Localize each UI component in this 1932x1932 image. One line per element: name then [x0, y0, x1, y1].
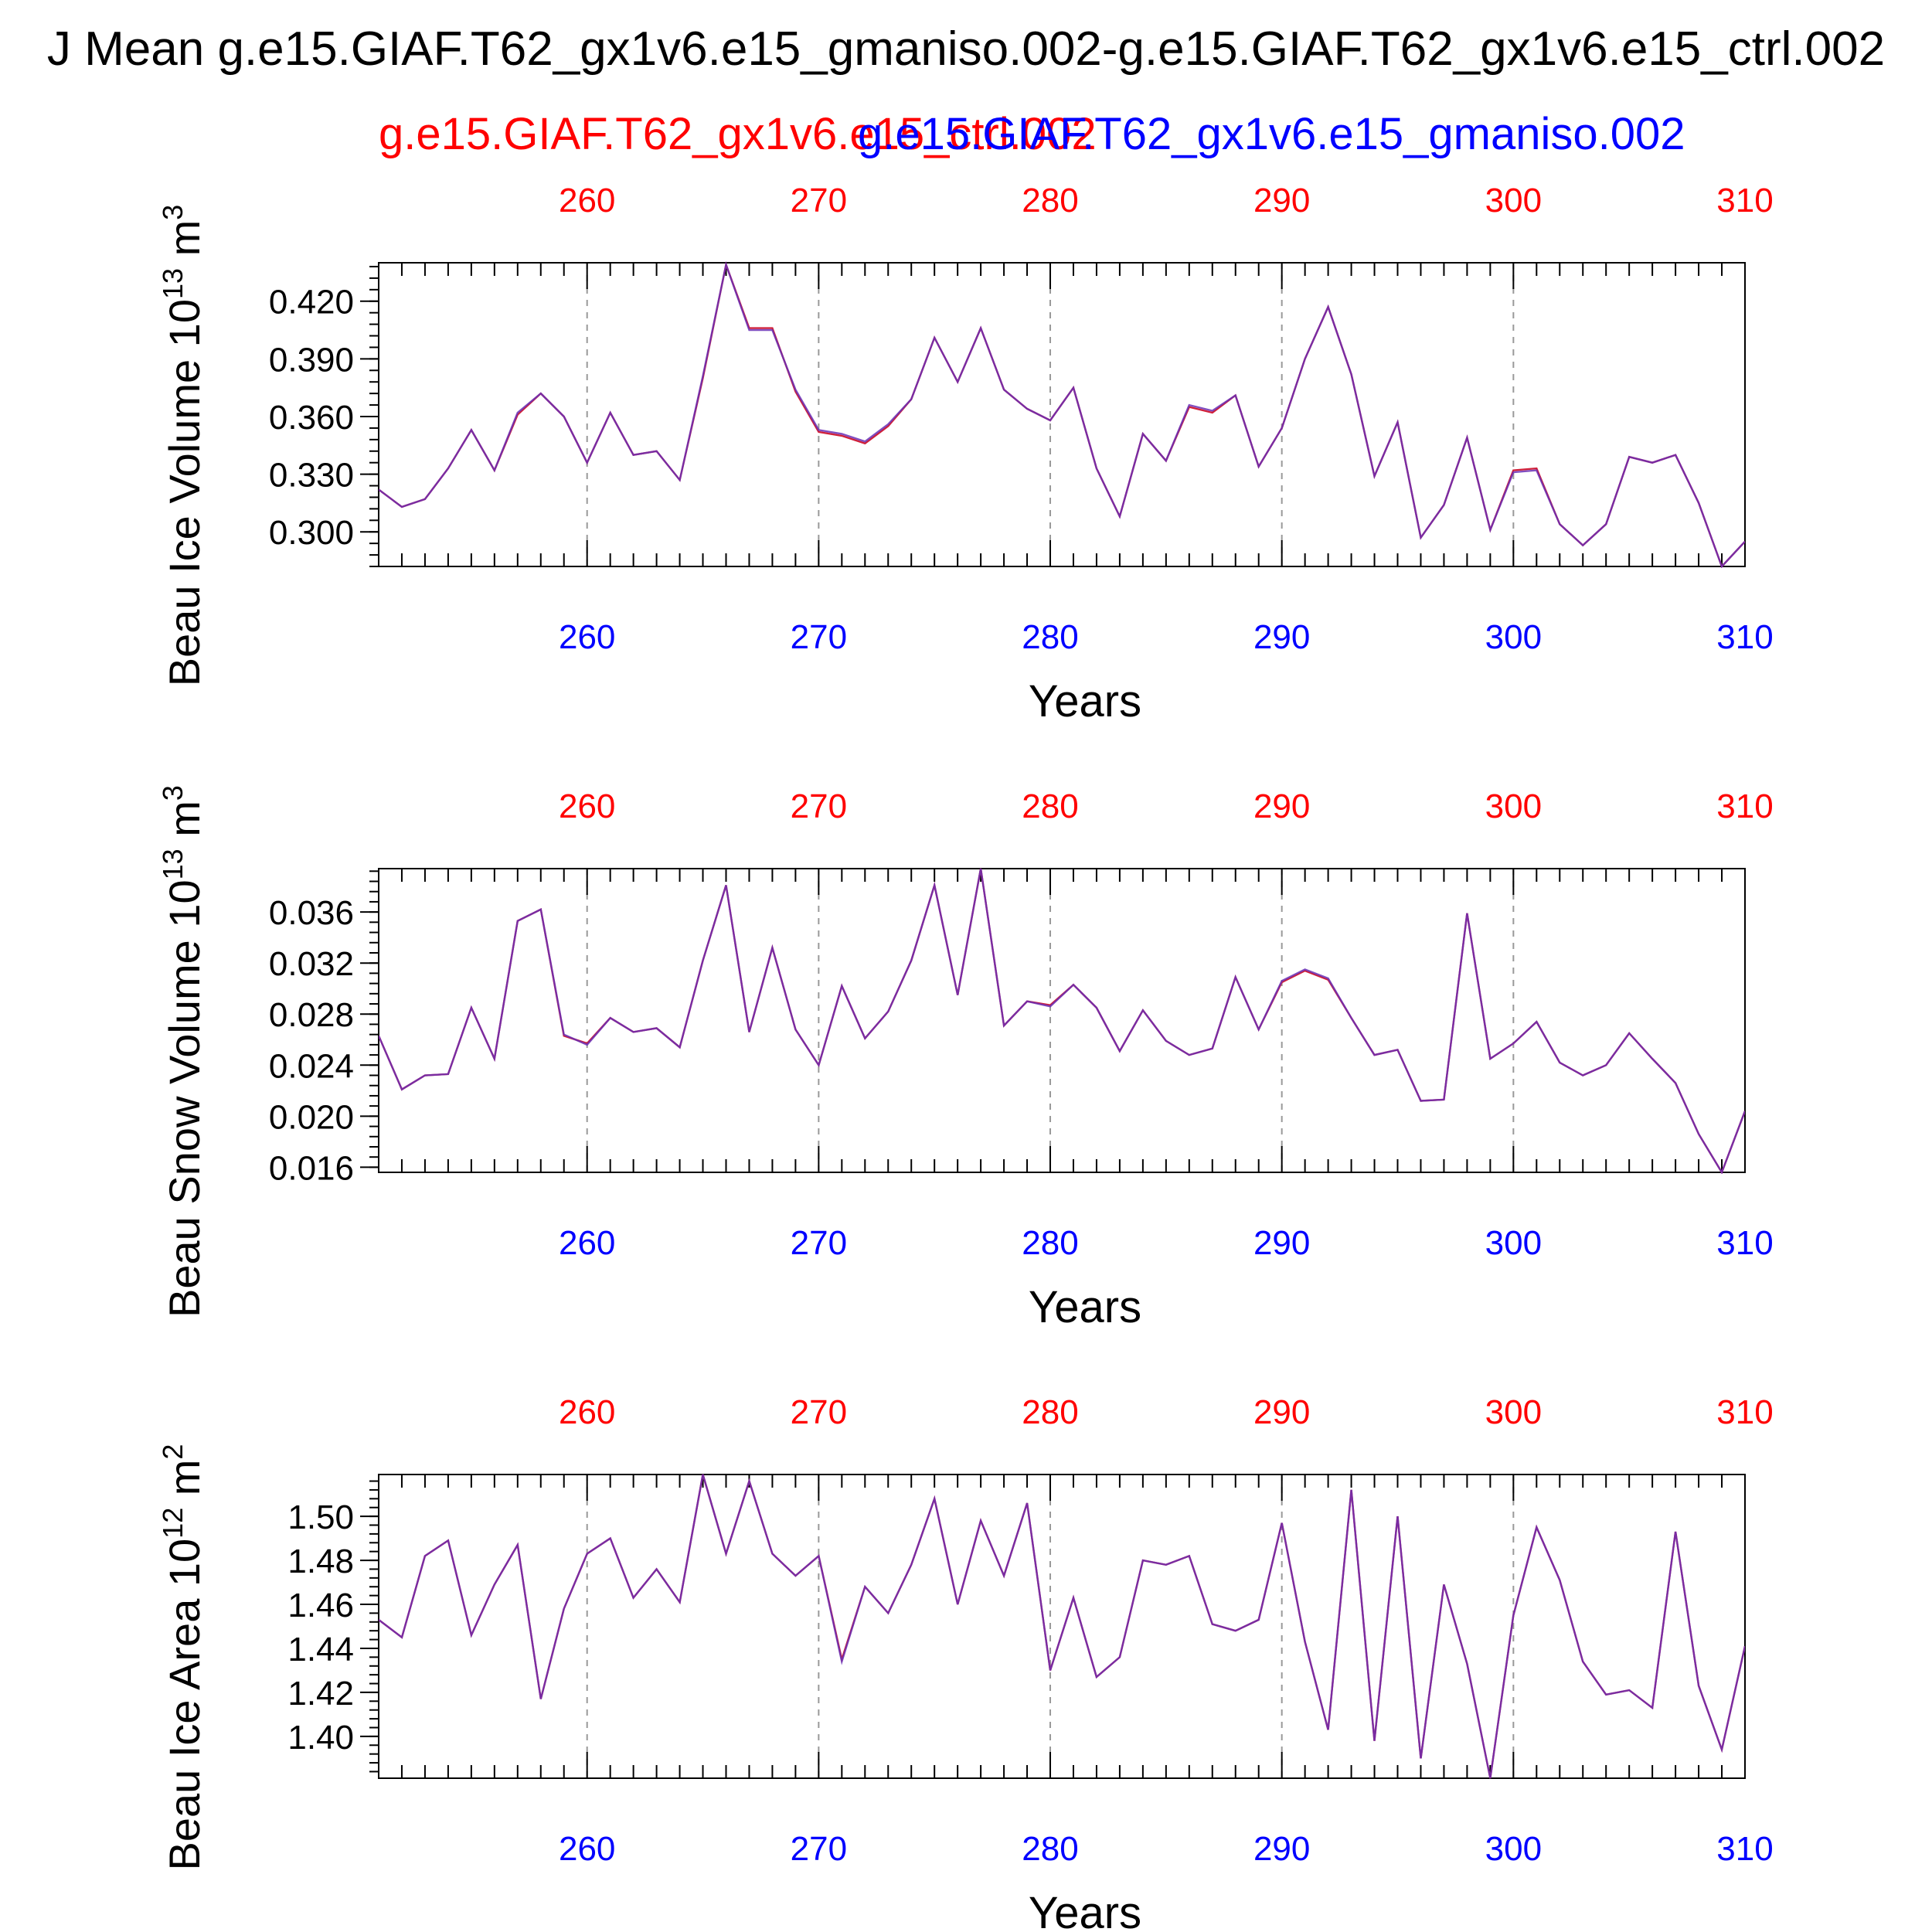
x-tick-label-bottom: 300: [1485, 1224, 1542, 1262]
series-line-ctrl: [379, 868, 1745, 1174]
x-tick-label-top: 280: [1022, 1393, 1078, 1431]
x-tick-label-top: 260: [559, 182, 615, 219]
y-tick-label: 0.028: [269, 996, 354, 1034]
panel-3: 1.40 1.42 1.44 1.46 1.48 1.50 260 260 270 270 280 2…: [157, 1393, 1774, 1932]
x-tick-label-bottom: 270: [791, 1830, 847, 1868]
y-axis-label: Beau Snow Volume 1013 m3: [157, 785, 209, 1318]
x-tick-label-bottom: 300: [1485, 1830, 1542, 1868]
y-tick-label: 1.42: [287, 1675, 354, 1713]
series-line-ctrl: [379, 1474, 1745, 1779]
legend-gmaniso: g.e15.GIAF.T62_gx1v6.e15_gmaniso.002: [858, 109, 1685, 159]
x-axis-label: Years: [1029, 676, 1141, 726]
y-tick-label: 0.390: [269, 341, 354, 379]
x-tick-label-top: 300: [1485, 787, 1542, 825]
x-axis-label: Years: [1029, 1888, 1141, 1932]
x-tick-label-bottom: 290: [1253, 1224, 1310, 1262]
x-tick-label-top: 310: [1716, 787, 1773, 825]
series-line-gmaniso: [379, 868, 1745, 1174]
x-tick-label-bottom: 270: [791, 1224, 847, 1262]
y-tick-label: 0.360: [269, 399, 354, 437]
x-tick-label-bottom: 290: [1253, 618, 1310, 656]
x-tick-label-top: 310: [1716, 182, 1773, 219]
plot-frame: [378, 1474, 1746, 1779]
y-tick-label: 1.40: [287, 1719, 354, 1757]
x-tick-label-bottom: 260: [559, 618, 615, 656]
x-tick-label-top: 300: [1485, 1393, 1542, 1431]
y-tick-label: 0.016: [269, 1149, 354, 1187]
x-axis-label: Years: [1029, 1282, 1141, 1332]
x-tick-label-top: 270: [791, 787, 847, 825]
x-tick-label-bottom: 270: [791, 618, 847, 656]
x-tick-label-bottom: 260: [559, 1224, 615, 1262]
y-tick-label: 1.44: [287, 1631, 354, 1668]
x-tick-label-top: 280: [1022, 787, 1078, 825]
x-tick-label-top: 280: [1022, 182, 1078, 219]
x-tick-label-bottom: 310: [1716, 1830, 1773, 1868]
panel-2: 0.016 0.020 0.024 0.028 0.032 0.036 260 260 270 2…: [157, 785, 1774, 1332]
x-tick-label-bottom: 310: [1716, 1224, 1773, 1262]
x-tick-label-bottom: 290: [1253, 1830, 1310, 1868]
x-tick-label-bottom: 300: [1485, 618, 1542, 656]
x-tick-label-bottom: 310: [1716, 618, 1773, 656]
series-line-gmaniso: [379, 1474, 1745, 1779]
plot-frame: [378, 868, 1746, 1173]
x-tick-label-top: 260: [559, 1393, 615, 1431]
y-tick-label: 0.330: [269, 457, 354, 495]
x-tick-label-top: 270: [791, 1393, 847, 1431]
panel-1: 0.300 0.330 0.360 0.390 0.420 260 260 270 270 280…: [157, 182, 1774, 726]
x-tick-label-top: 260: [559, 787, 615, 825]
legend-ctrl: g.e15.GIAF.T62_gx1v6.e15_ctrl.002: [379, 109, 1097, 159]
y-tick-label: 0.036: [269, 894, 354, 932]
series-line-gmaniso: [379, 261, 1745, 568]
x-tick-label-top: 290: [1253, 787, 1310, 825]
y-tick-label: 0.300: [269, 514, 354, 552]
x-tick-label-bottom: 280: [1022, 618, 1078, 656]
x-tick-label-bottom: 260: [559, 1830, 615, 1868]
y-tick-label: 0.020: [269, 1098, 354, 1136]
x-tick-label-top: 300: [1485, 182, 1542, 219]
series-line-ctrl: [379, 261, 1745, 568]
y-tick-label: 0.032: [269, 945, 354, 983]
y-tick-label: 0.024: [269, 1047, 354, 1085]
chart-title: J Mean g.e15.GIAF.T62_gx1v6.e15_gmaniso.…: [46, 22, 1886, 76]
x-tick-label-top: 290: [1253, 1393, 1310, 1431]
y-axis-label: Beau Ice Volume 1013 m3: [157, 205, 209, 687]
y-tick-label: 1.48: [287, 1543, 354, 1580]
y-axis-label: Beau Ice Area 1012 m2: [157, 1444, 209, 1871]
x-tick-label-top: 290: [1253, 182, 1310, 219]
plot-frame: [378, 262, 1746, 567]
y-tick-label: 1.50: [287, 1498, 354, 1536]
x-tick-label-bottom: 280: [1022, 1830, 1078, 1868]
x-tick-label-top: 270: [791, 182, 847, 219]
x-tick-label-top: 310: [1716, 1393, 1773, 1431]
x-tick-label-bottom: 280: [1022, 1224, 1078, 1262]
y-tick-label: 1.46: [287, 1587, 354, 1624]
y-tick-label: 0.420: [269, 284, 354, 321]
